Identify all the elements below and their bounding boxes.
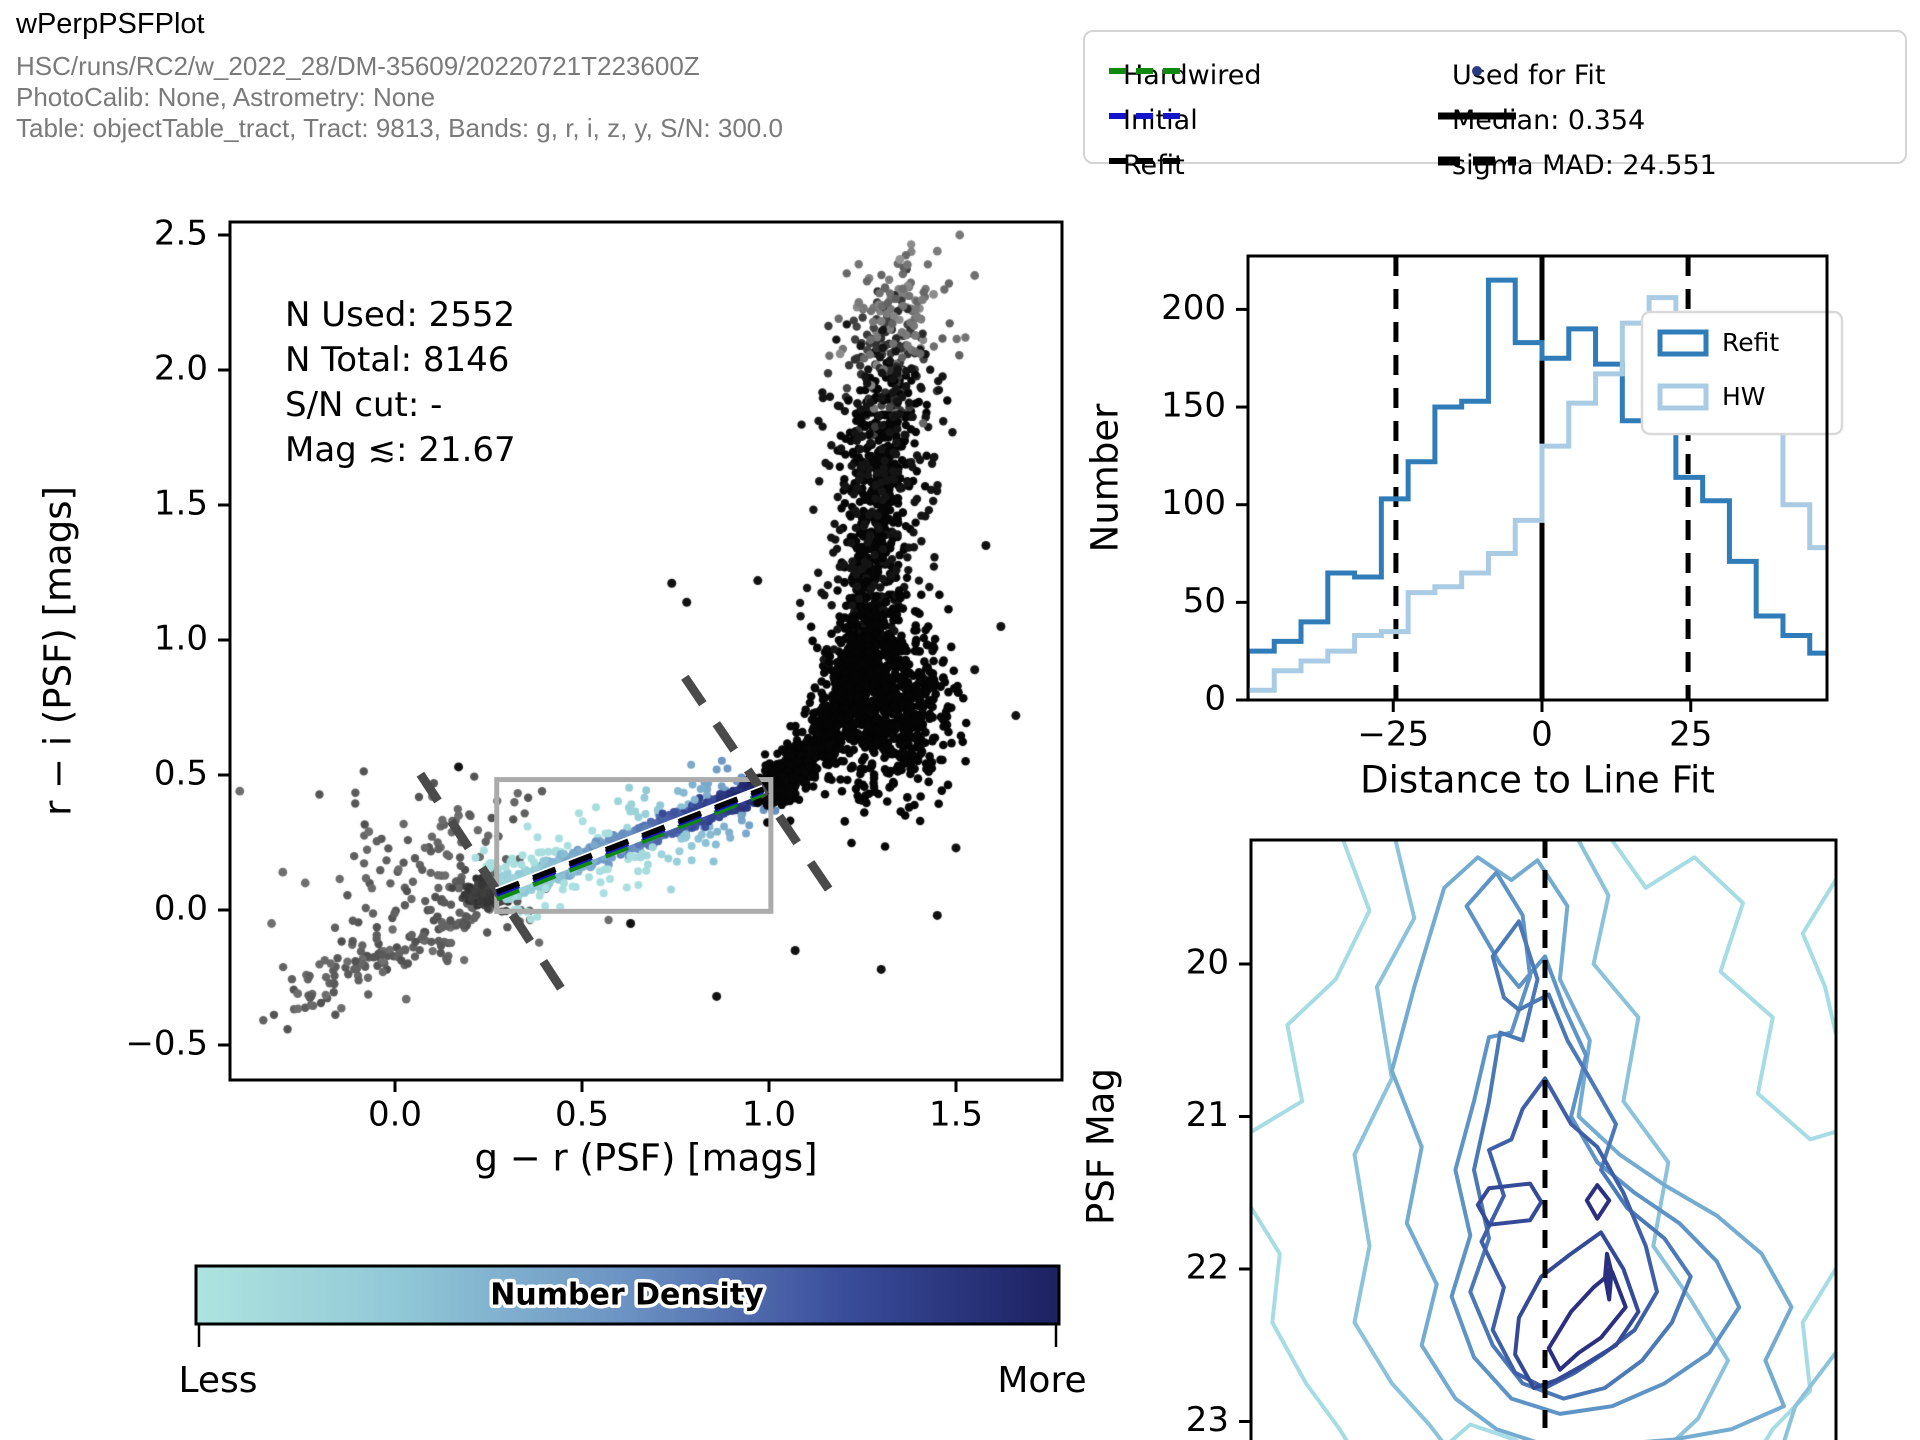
svg-text:Refit: Refit bbox=[1722, 328, 1779, 357]
contour-level-0 bbox=[1610, 840, 1836, 1142]
svg-text:1.0: 1.0 bbox=[154, 619, 208, 659]
svg-text:2.5: 2.5 bbox=[154, 214, 208, 254]
svg-text:Distance to Line Fit: Distance to Line Fit bbox=[1360, 759, 1715, 802]
svg-text:−25: −25 bbox=[1357, 715, 1429, 755]
fit-legend-box: Hardwired Initial Refit Used for Fit Med… bbox=[1083, 30, 1907, 181]
svg-text:20: 20 bbox=[1186, 943, 1229, 983]
distance-histogram-panel: −25 0 25 0 50 100 150 200 Distance to Line Fit Nu… bbox=[1084, 256, 1844, 802]
svg-text:2.0: 2.0 bbox=[154, 349, 208, 389]
svg-text:PSF Mag: PSF Mag bbox=[1080, 1068, 1123, 1225]
svg-text:200: 200 bbox=[1161, 288, 1226, 328]
hist-legend: Refit HW bbox=[1640, 310, 1844, 436]
table-info: Table: objectTable_tract, Tract: 9813, B… bbox=[16, 113, 783, 143]
contour-level-4 bbox=[1468, 919, 1693, 1401]
svg-text:More: More bbox=[997, 1360, 1086, 1401]
contour-level-6 bbox=[1475, 1181, 1544, 1227]
perpendicular-clip-line-0 bbox=[416, 771, 570, 999]
svg-text:150: 150 bbox=[1161, 386, 1226, 426]
contour-level-7 bbox=[1603, 1251, 1614, 1302]
svg-text:0.5: 0.5 bbox=[154, 754, 208, 794]
contour-level-0 bbox=[1251, 840, 1372, 1134]
plot-title: wPerpPSFPlot bbox=[16, 8, 205, 40]
svg-text:100: 100 bbox=[1161, 483, 1226, 523]
contour-level-1 bbox=[1782, 1350, 1836, 1440]
legend-label: Refit bbox=[1123, 149, 1185, 181]
mag-limit: Mag ≲: 21.67 bbox=[285, 430, 516, 470]
svg-text:−0.5: −0.5 bbox=[125, 1024, 208, 1064]
legend-label: Median: 0.354 bbox=[1452, 104, 1646, 136]
run-path: HSC/runs/RC2/w_2022_28/DM-35609/20220721… bbox=[16, 51, 700, 81]
svg-text:Number: Number bbox=[1084, 403, 1127, 552]
perpendicular-clip-line-1 bbox=[681, 674, 836, 897]
header: wPerpPSFPlot HSC/runs/RC2/w_2022_28/DM-3… bbox=[16, 8, 783, 144]
svg-text:1.0: 1.0 bbox=[742, 1095, 796, 1135]
svg-text:23: 23 bbox=[1186, 1400, 1229, 1440]
contour-level-0 bbox=[1800, 878, 1836, 1035]
main-scatter-panel: 0.0 0.5 1.0 1.5 −0.5 0.0 0.5 1.0 1.5 2.0 2.5 g − r … bbox=[37, 214, 984, 1180]
svg-text:1.5: 1.5 bbox=[154, 484, 208, 524]
svg-text:Less: Less bbox=[178, 1360, 257, 1401]
legend-entry-median: Median: 0.354 bbox=[1434, 104, 1646, 136]
svg-text:21: 21 bbox=[1186, 1095, 1229, 1135]
legend-entry-initial: Initial bbox=[1105, 104, 1198, 136]
legend-entry-hardwired: Hardwired bbox=[1105, 59, 1262, 91]
svg-text:Number Density: Number Density bbox=[490, 1278, 764, 1313]
svg-text:g − r (PSF) [mags]: g − r (PSF) [mags] bbox=[474, 1137, 817, 1180]
sn-cut: S/N cut: - bbox=[285, 385, 443, 425]
psf-mag-contour-panel: −2002020212223Distance to Line FitPSF Ma… bbox=[1080, 840, 1836, 1440]
n-total: N Total: 8146 bbox=[285, 340, 510, 380]
hardwired-fit-line bbox=[495, 791, 765, 902]
svg-text:50: 50 bbox=[1183, 581, 1226, 621]
contour-level-1 bbox=[1576, 840, 1730, 1440]
calib-info: PhotoCalib: None, Astrometry: None bbox=[16, 82, 436, 112]
legend-label: Hardwired bbox=[1123, 59, 1262, 91]
svg-text:r − i (PSF) [mags]: r − i (PSF) [mags] bbox=[37, 486, 80, 816]
hist-series-refit bbox=[1248, 277, 1827, 700]
contour-level-1 bbox=[1352, 840, 1444, 1440]
contour-level-0 bbox=[1449, 1422, 1520, 1440]
legend-label: sigma MAD: 24.551 bbox=[1452, 149, 1717, 181]
legend-entry-sigma-mad: sigma MAD: 24.551 bbox=[1434, 149, 1717, 181]
legend-label: Initial bbox=[1123, 104, 1198, 136]
svg-text:0.5: 0.5 bbox=[555, 1095, 609, 1135]
svg-text:HW: HW bbox=[1722, 382, 1766, 411]
svg-text:0.0: 0.0 bbox=[154, 889, 208, 929]
svg-text:1.5: 1.5 bbox=[929, 1095, 983, 1135]
hist-legend-swatch-hw bbox=[1657, 383, 1709, 411]
svg-text:25: 25 bbox=[1669, 715, 1712, 755]
contour-level-6 bbox=[1513, 1230, 1641, 1390]
svg-text:0: 0 bbox=[1531, 715, 1553, 755]
refit-fit-line bbox=[495, 786, 765, 895]
contour-inner bbox=[1251, 840, 1836, 1440]
svg-text:0: 0 bbox=[1204, 679, 1226, 719]
legend-entry-used-for-fit: Used for Fit bbox=[1434, 60, 1606, 91]
colorbar-gradient bbox=[194, 1264, 1061, 1326]
svg-text:22: 22 bbox=[1186, 1248, 1229, 1288]
contour-level-0 bbox=[1251, 1206, 1349, 1440]
hist-legend-swatch-refit bbox=[1657, 329, 1709, 357]
number-density-colorbar: Number Density Less More bbox=[178, 1264, 1087, 1401]
contour-level-2 bbox=[1389, 855, 1794, 1440]
fit-stats-annotation: N Used: 2552 N Total: 8146 S/N cut: - Ma… bbox=[285, 293, 516, 473]
contour-level-7 bbox=[1584, 1183, 1612, 1221]
contour-level-7 bbox=[1546, 1270, 1628, 1372]
contour-level-7 bbox=[1605, 1267, 1612, 1296]
contour-level-5 bbox=[1479, 1076, 1659, 1390]
main-scatter-inner bbox=[416, 674, 836, 999]
legend-entry-refit: Refit bbox=[1105, 149, 1187, 181]
fit-selection-box bbox=[494, 777, 774, 914]
n-used: N Used: 2552 bbox=[285, 295, 516, 335]
contour-level-0 bbox=[1763, 1267, 1836, 1440]
svg-text:0.0: 0.0 bbox=[368, 1095, 422, 1135]
